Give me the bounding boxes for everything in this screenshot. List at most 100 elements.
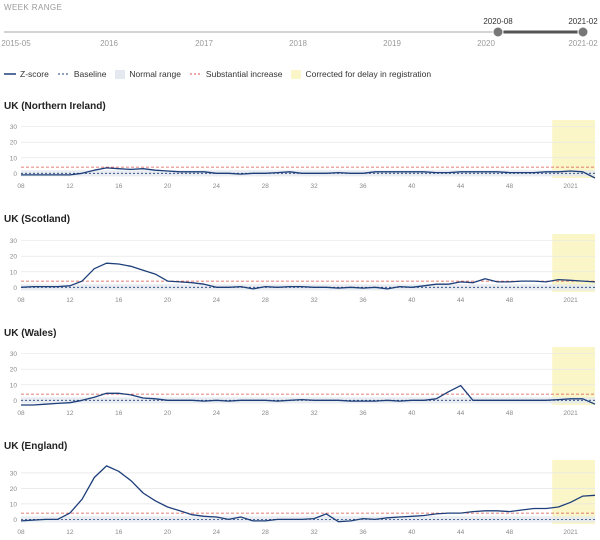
slider-tick-label: 2019	[383, 39, 401, 48]
panel-title-scotland: UK (Scotland)	[4, 214, 71, 225]
legend-baseline-label: Baseline	[73, 69, 107, 79]
x-tick-label: 32	[310, 183, 318, 190]
x-tick-label: 32	[310, 410, 318, 417]
legend-zscore: Z-score	[4, 69, 49, 79]
y-tick-label: 30	[10, 351, 18, 358]
x-tick-label: 16	[115, 183, 123, 190]
y-tick-label: 10	[10, 382, 18, 389]
x-tick-label: 2021	[563, 183, 578, 190]
y-tick-label: 30	[10, 238, 18, 245]
y-tick-label: 0	[13, 285, 17, 292]
x-tick-label: 40	[408, 529, 416, 536]
y-tick-label: 30	[10, 124, 18, 131]
x-tick-label: 36	[359, 410, 367, 417]
x-tick-label: 24	[213, 410, 221, 417]
legend-baseline: Baseline	[57, 69, 107, 79]
x-tick-label: 32	[310, 297, 318, 304]
legend-corrected: Corrected for delay in registration	[291, 69, 431, 79]
legend-normal-range-label: Normal range	[129, 69, 181, 79]
y-tick-label: 0	[13, 171, 17, 178]
zscore-line	[20, 262, 596, 290]
x-tick-label: 12	[66, 529, 74, 536]
legend: Z-score Baseline Normal range Substantia…	[4, 68, 440, 80]
corrected-area	[552, 347, 595, 405]
legend-zscore-label: Z-score	[20, 69, 49, 79]
y-tick-label: 30	[10, 470, 18, 477]
x-tick-label: 32	[310, 529, 318, 536]
x-tick-label: 08	[17, 529, 25, 536]
x-tick-label: 28	[262, 183, 270, 190]
x-tick-label: 40	[408, 297, 416, 304]
corrected-area	[552, 120, 595, 178]
x-tick-label: 48	[506, 529, 514, 536]
x-tick-label: 44	[457, 183, 465, 190]
x-tick-label: 40	[408, 183, 416, 190]
x-tick-label: 12	[66, 297, 74, 304]
corrected-area	[552, 460, 595, 524]
x-tick-label: 44	[457, 410, 465, 417]
chart-scotland: 0 10 20 30 08 12 16 20 24 28 32 36 40 44 48 2021	[10, 234, 596, 304]
legend-substantial: Substantial increase	[189, 69, 283, 79]
slider-end-handle[interactable]	[577, 26, 589, 38]
x-tick-label: 20	[164, 297, 172, 304]
slider-start-label: 2020-08	[483, 17, 513, 26]
panel-title-wales: UK (Wales)	[4, 328, 57, 339]
x-tick-label: 44	[457, 529, 465, 536]
week-range-slider[interactable]: 2015-05 2016 2017 2018 2019 2020 2021-02 2020-0…	[0, 12, 600, 50]
x-tick-label: 12	[66, 410, 74, 417]
x-tick-label: 28	[262, 529, 270, 536]
y-tick-label: 10	[10, 269, 18, 276]
zscore-line-icon	[4, 73, 16, 75]
corrected-swatch-icon	[291, 69, 302, 79]
x-tick-label: 24	[213, 183, 221, 190]
slider-tick-label: 2015-05	[1, 39, 31, 48]
x-tick-label: 48	[506, 183, 514, 190]
x-tick-label: 2021	[563, 529, 578, 536]
chart-england: 0 10 20 30 08 12 16 20 24 28 32 36 40 44 48 2021	[10, 460, 596, 536]
normal-range-swatch-icon	[115, 69, 126, 79]
slider-tick-label: 2018	[289, 39, 307, 48]
x-tick-label: 36	[359, 297, 367, 304]
week-range-title: WEEK RANGE	[4, 3, 63, 12]
x-tick-label: 44	[457, 297, 465, 304]
slider-end-label: 2021-02	[568, 17, 598, 26]
x-tick-label: 20	[164, 410, 172, 417]
legend-corrected-label: Corrected for delay in registration	[305, 69, 432, 79]
x-tick-label: 24	[213, 297, 221, 304]
x-tick-label: 08	[17, 183, 25, 190]
corrected-area	[552, 234, 595, 292]
slider-tick-label: 2016	[100, 39, 118, 48]
x-tick-label: 40	[408, 410, 416, 417]
x-tick-label: 16	[115, 297, 123, 304]
x-tick-label: 36	[359, 183, 367, 190]
slider-start-handle[interactable]	[492, 26, 504, 38]
substantial-line-icon	[189, 73, 202, 75]
zscore-line	[21, 167, 596, 179]
y-tick-label: 0	[13, 517, 17, 524]
panel-title-northern-ireland: UK (Northern Ireland)	[4, 101, 106, 112]
slider-tick-label: 2021-02	[568, 39, 598, 48]
chart-wales: 0 10 20 30 08 12 16 20 24 28 32 36 40 44 48 2021	[10, 347, 596, 417]
x-tick-label: 20	[164, 529, 172, 536]
x-tick-label: 12	[66, 183, 74, 190]
legend-normal-range: Normal range	[115, 69, 181, 79]
y-tick-label: 20	[10, 140, 18, 147]
x-tick-label: 16	[115, 529, 123, 536]
y-tick-label: 0	[13, 398, 17, 405]
y-tick-label: 20	[10, 367, 18, 374]
x-tick-label: 2021	[563, 297, 578, 304]
panel-title-england: UK (England)	[4, 441, 68, 452]
x-tick-label: 36	[359, 529, 367, 536]
zscore-line	[20, 465, 596, 523]
x-tick-label: 28	[262, 410, 270, 417]
legend-substantial-label: Substantial increase	[205, 69, 283, 79]
slider-tick-label: 2017	[195, 39, 213, 48]
x-tick-label: 48	[506, 297, 514, 304]
chart-northern-ireland: 0 10 20 30 08 12 16 20 24 28 32 36 40 44 48 2021	[10, 120, 596, 190]
x-tick-label: 16	[115, 410, 123, 417]
y-tick-label: 20	[10, 254, 18, 261]
x-tick-label: 24	[213, 529, 221, 536]
x-tick-label: 28	[262, 297, 270, 304]
y-tick-label: 20	[10, 486, 18, 493]
x-tick-label: 20	[164, 183, 172, 190]
